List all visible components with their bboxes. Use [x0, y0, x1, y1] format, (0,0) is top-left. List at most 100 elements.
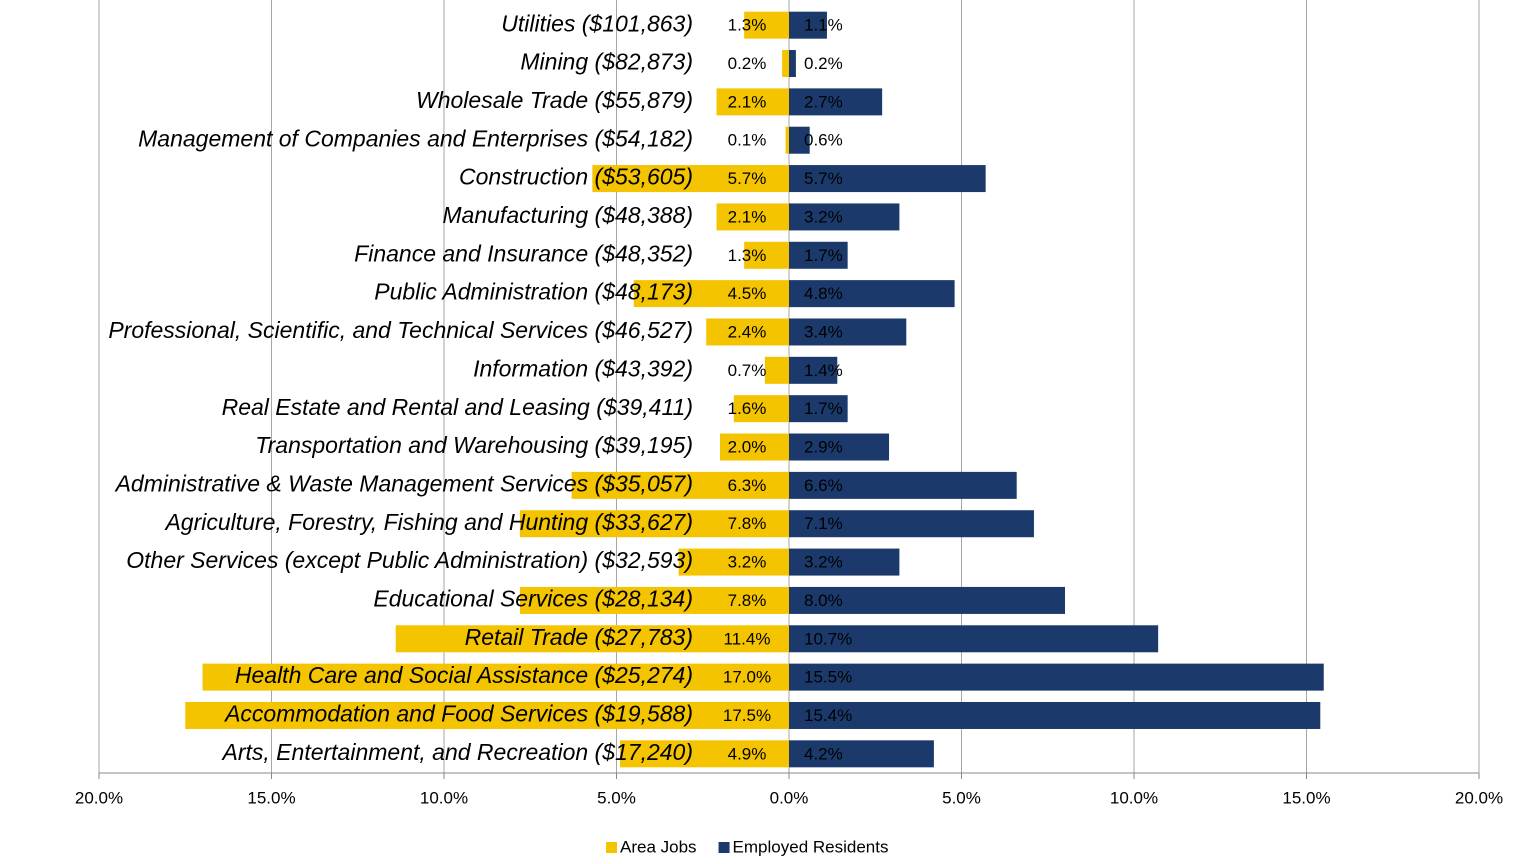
category-label: Accommodation and Food Services ($19,588…: [223, 701, 693, 727]
data-label: 0.2%: [804, 54, 843, 73]
data-label: 2.4%: [728, 322, 767, 341]
bar: [789, 471, 1017, 499]
data-label: 6.6%: [804, 476, 843, 495]
bar: [789, 663, 1324, 691]
data-label: 1.7%: [804, 246, 843, 265]
data-label: 4.9%: [728, 744, 767, 763]
data-label: 15.4%: [804, 706, 852, 725]
bar: [764, 356, 789, 384]
bar: [395, 625, 789, 653]
x-tick-label: 20.0%: [1455, 788, 1503, 807]
data-label: 0.7%: [728, 361, 767, 380]
x-tick-label: 20.0%: [75, 788, 123, 807]
bar: [789, 740, 934, 768]
legend-label: Employed Residents: [733, 837, 889, 856]
bar: [519, 586, 789, 614]
x-tick-label: 10.0%: [420, 788, 468, 807]
bar: [789, 126, 810, 154]
bar: [789, 203, 900, 231]
data-label: 5.7%: [804, 169, 843, 188]
data-label: 2.0%: [728, 438, 767, 457]
data-label: 2.7%: [804, 92, 843, 111]
category-label: Educational Services ($28,134): [373, 586, 693, 612]
bar: [744, 11, 789, 39]
bar: [789, 280, 955, 308]
category-label: Transportation and Warehousing ($39,195): [255, 432, 693, 458]
bar: [789, 625, 1159, 653]
data-label: 4.5%: [728, 284, 767, 303]
bar: [789, 548, 900, 576]
data-label: 7.8%: [728, 514, 767, 533]
data-label: 5.7%: [728, 169, 767, 188]
data-label: 1.7%: [804, 399, 843, 418]
data-label: 3.4%: [804, 322, 843, 341]
data-label: 1.4%: [804, 361, 843, 380]
data-label: 17.5%: [723, 706, 771, 725]
bar: [706, 318, 789, 346]
bar: [789, 510, 1034, 538]
category-label: Retail Trade ($27,783): [465, 624, 693, 650]
data-label: 1.1%: [804, 16, 843, 35]
bar: [202, 663, 789, 691]
bar: [678, 548, 789, 576]
data-label: 1.3%: [728, 246, 767, 265]
category-label: Other Services (except Public Administra…: [126, 547, 693, 573]
data-label: 0.2%: [728, 54, 767, 73]
bar: [789, 433, 890, 461]
data-label: 3.2%: [728, 553, 767, 572]
bar: [733, 395, 789, 423]
x-tick-label: 0.0%: [770, 788, 809, 807]
bar: [789, 586, 1065, 614]
bar: [789, 701, 1321, 729]
bar: [619, 740, 789, 768]
data-label: 8.0%: [804, 591, 843, 610]
bar: [789, 11, 827, 39]
category-label: Construction ($53,605): [459, 164, 693, 190]
category-label: Arts, Entertainment, and Recreation ($17…: [221, 739, 693, 765]
x-tick-label: 10.0%: [1110, 788, 1158, 807]
bar: [782, 50, 789, 78]
data-label: 0.6%: [804, 131, 843, 150]
category-label: Mining ($82,873): [520, 49, 693, 75]
category-label: Administrative & Waste Management Servic…: [114, 470, 693, 496]
bar: [716, 203, 789, 231]
category-label: Professional, Scientific, and Technical …: [108, 317, 693, 343]
category-label: Manufacturing ($48,388): [442, 202, 693, 228]
bar: [592, 165, 789, 193]
bar: [789, 318, 907, 346]
bar: [785, 126, 789, 154]
data-label: 3.2%: [804, 207, 843, 226]
bar: [789, 395, 848, 423]
data-label: 6.3%: [728, 476, 767, 495]
category-label: Management of Companies and Enterprises …: [138, 125, 693, 151]
legend-swatch: [606, 842, 617, 853]
category-label: Utilities ($101,863): [501, 10, 693, 36]
bar: [633, 280, 789, 308]
category-label: Information ($43,392): [473, 355, 693, 381]
data-label: 17.0%: [723, 668, 771, 687]
x-tick-label: 5.0%: [942, 788, 981, 807]
data-label: 7.1%: [804, 514, 843, 533]
data-label: 4.2%: [804, 744, 843, 763]
bar: [789, 88, 883, 116]
category-label: Agriculture, Forestry, Fishing and Hunti…: [163, 509, 693, 535]
bar: [744, 241, 789, 269]
category-label: Wholesale Trade ($55,879): [416, 87, 693, 113]
bar: [716, 88, 789, 116]
bar: [789, 356, 838, 384]
data-label: 15.5%: [804, 668, 852, 687]
data-label: 0.1%: [728, 131, 767, 150]
bar: [789, 241, 848, 269]
category-label: Finance and Insurance ($48,352): [354, 240, 693, 266]
data-label: 7.8%: [728, 591, 767, 610]
data-label: 2.1%: [728, 207, 767, 226]
bar: [519, 510, 789, 538]
legend-label: Area Jobs: [620, 837, 697, 856]
data-label: 2.9%: [804, 438, 843, 457]
bar: [185, 701, 789, 729]
category-label: Real Estate and Rental and Leasing ($39,…: [222, 394, 693, 420]
bar: [789, 50, 796, 78]
bar: [720, 433, 789, 461]
data-label: 1.3%: [728, 16, 767, 35]
